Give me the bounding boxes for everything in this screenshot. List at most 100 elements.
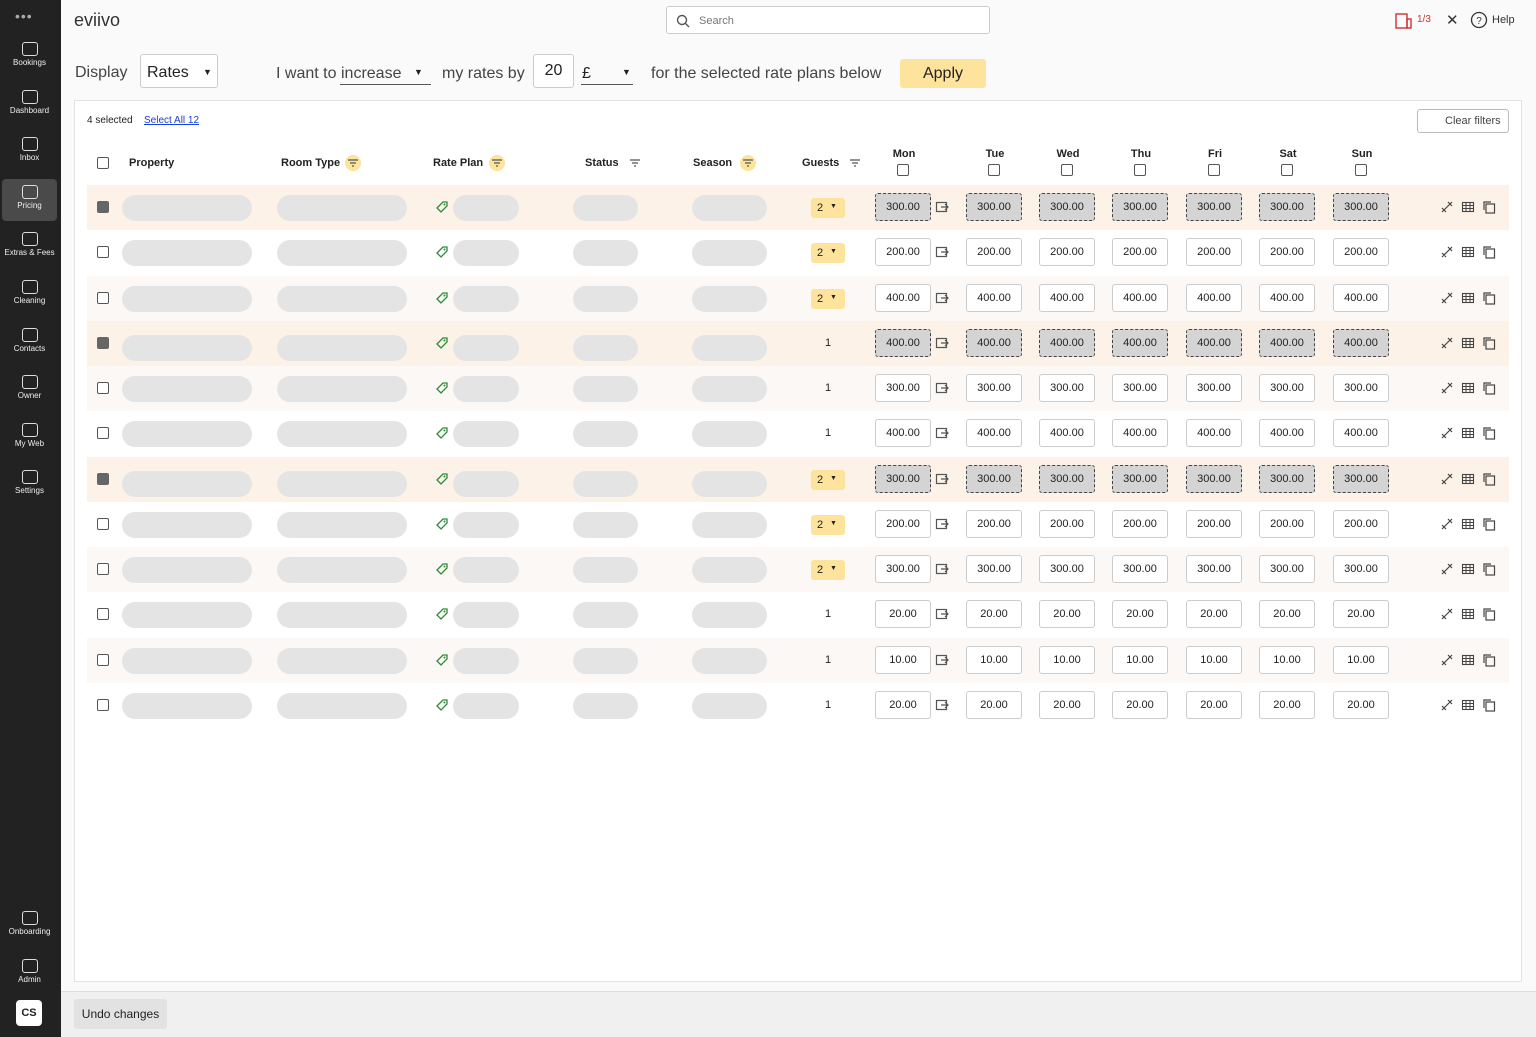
edit-icon[interactable]	[1440, 426, 1454, 445]
rate-input[interactable]: 400.00	[966, 328, 1022, 357]
edit-icon[interactable]	[1440, 336, 1454, 355]
rate-input[interactable]: 300.00	[1112, 555, 1168, 584]
rate-input[interactable]: 400.00	[1259, 419, 1315, 448]
rate-input[interactable]: 400.00	[1112, 283, 1168, 312]
help-icon[interactable]: ?	[1470, 11, 1488, 29]
nav-item[interactable]: Onboarding	[2, 905, 57, 947]
rate-input[interactable]: 300.00	[1333, 555, 1389, 584]
nav-item[interactable]: My Web	[2, 417, 57, 459]
apply-button[interactable]: Apply	[900, 59, 986, 88]
row-checkbox[interactable]	[97, 201, 109, 213]
copy-icon[interactable]	[1482, 245, 1496, 264]
rate-input[interactable]: 20.00	[966, 690, 1022, 719]
rate-input[interactable]: 20.00	[1039, 690, 1095, 719]
rate-input[interactable]: 300.00	[1112, 374, 1168, 403]
rate-input[interactable]: 300.00	[1259, 555, 1315, 584]
rate-input[interactable]: 400.00	[1112, 419, 1168, 448]
rate-input[interactable]: 300.00	[1259, 374, 1315, 403]
copy-rate-icon[interactable]	[935, 245, 949, 264]
rate-input[interactable]: 300.00	[1186, 193, 1242, 221]
column-filter[interactable]	[740, 155, 756, 171]
rate-input[interactable]: 300.00	[966, 555, 1022, 584]
rate-input[interactable]: 10.00	[1259, 645, 1315, 674]
rate-input[interactable]: 400.00	[1039, 419, 1095, 448]
grid-icon[interactable]	[1461, 698, 1475, 717]
copy-icon[interactable]	[1482, 200, 1496, 219]
day-checkbox[interactable]	[897, 164, 909, 176]
rate-input[interactable]: 200.00	[1112, 238, 1168, 267]
copy-rate-icon[interactable]	[935, 517, 949, 536]
copy-icon[interactable]	[1482, 426, 1496, 445]
grid-icon[interactable]	[1461, 472, 1475, 491]
nav-item[interactable]: Cleaning	[2, 274, 57, 316]
rate-input[interactable]: 300.00	[966, 374, 1022, 403]
rate-input[interactable]: 10.00	[1333, 645, 1389, 674]
row-checkbox[interactable]	[97, 472, 109, 485]
day-checkbox[interactable]	[988, 164, 1000, 176]
edit-icon[interactable]	[1440, 653, 1454, 672]
guests-select[interactable]: 2 ▼	[811, 198, 845, 218]
rate-input[interactable]: 20.00	[1112, 600, 1168, 629]
rate-input[interactable]: 400.00	[1333, 419, 1389, 448]
rate-input[interactable]: 20.00	[1259, 600, 1315, 629]
copy-rate-icon[interactable]	[935, 200, 949, 219]
grid-icon[interactable]	[1461, 291, 1475, 310]
row-checkbox[interactable]	[97, 517, 109, 530]
currency-select[interactable]: £ ▼	[581, 62, 633, 85]
copy-icon[interactable]	[1482, 653, 1496, 672]
edit-icon[interactable]	[1440, 472, 1454, 491]
rate-input[interactable]: 400.00	[875, 328, 931, 357]
rate-input[interactable]: 400.00	[1186, 419, 1242, 448]
grid-icon[interactable]	[1461, 336, 1475, 355]
column-filter[interactable]	[627, 155, 643, 171]
rate-input[interactable]: 400.00	[1333, 283, 1389, 312]
rate-input[interactable]: 400.00	[1039, 328, 1095, 357]
rate-input[interactable]: 300.00	[875, 464, 931, 493]
nav-item[interactable]: Owner	[2, 369, 57, 411]
rate-input[interactable]: 400.00	[966, 283, 1022, 312]
nav-item[interactable]: Dashboard	[2, 84, 57, 126]
day-checkbox[interactable]	[1281, 164, 1293, 176]
row-checkbox[interactable]	[97, 653, 109, 666]
property-counter[interactable]: 1/3	[1417, 14, 1431, 25]
row-checkbox[interactable]	[97, 291, 109, 304]
rate-input[interactable]: 400.00	[875, 419, 931, 448]
clear-filters-button[interactable]: Clear filters	[1417, 109, 1509, 133]
rate-input[interactable]: 10.00	[1112, 645, 1168, 674]
rate-input[interactable]: 400.00	[1333, 328, 1389, 357]
rate-input[interactable]: 200.00	[1186, 509, 1242, 538]
rate-input[interactable]: 200.00	[1333, 509, 1389, 538]
rate-input[interactable]: 20.00	[1186, 600, 1242, 629]
guests-select[interactable]: 2 ▼	[811, 288, 845, 309]
rate-input[interactable]: 200.00	[1333, 238, 1389, 267]
rate-input[interactable]: 10.00	[1186, 645, 1242, 674]
rate-input[interactable]: 300.00	[875, 374, 931, 403]
rate-input[interactable]: 200.00	[1039, 238, 1095, 267]
search-box[interactable]: Search	[666, 6, 990, 34]
display-select[interactable]: Rates ▼	[140, 54, 218, 88]
rate-input[interactable]: 400.00	[875, 283, 931, 312]
nav-item[interactable]: Admin	[2, 953, 57, 995]
rate-input[interactable]: 300.00	[1333, 193, 1389, 221]
guests-select[interactable]: 2 ▼	[811, 243, 845, 264]
edit-icon[interactable]	[1440, 562, 1454, 581]
rate-input[interactable]: 400.00	[966, 419, 1022, 448]
grid-icon[interactable]	[1461, 426, 1475, 445]
undo-button[interactable]: Undo changes	[74, 999, 167, 1029]
row-checkbox[interactable]	[97, 698, 109, 711]
rate-input[interactable]: 20.00	[875, 600, 931, 629]
copy-icon[interactable]	[1482, 381, 1496, 400]
select-all-link[interactable]: Select All 12	[144, 115, 200, 126]
rate-input[interactable]: 400.00	[1186, 283, 1242, 312]
rate-input[interactable]: 300.00	[1112, 193, 1168, 221]
nav-item[interactable]: Extras & Fees	[2, 226, 57, 268]
rate-input[interactable]: 300.00	[1112, 464, 1168, 493]
rate-input[interactable]: 300.00	[1186, 464, 1242, 493]
rate-input[interactable]: 300.00	[1186, 555, 1242, 584]
grid-icon[interactable]	[1461, 200, 1475, 219]
nav-item[interactable]: Inbox	[2, 131, 57, 173]
row-checkbox[interactable]	[97, 427, 109, 440]
copy-rate-icon[interactable]	[935, 607, 949, 626]
edit-icon[interactable]	[1440, 607, 1454, 626]
guests-select[interactable]: 2 ▼	[811, 514, 845, 535]
